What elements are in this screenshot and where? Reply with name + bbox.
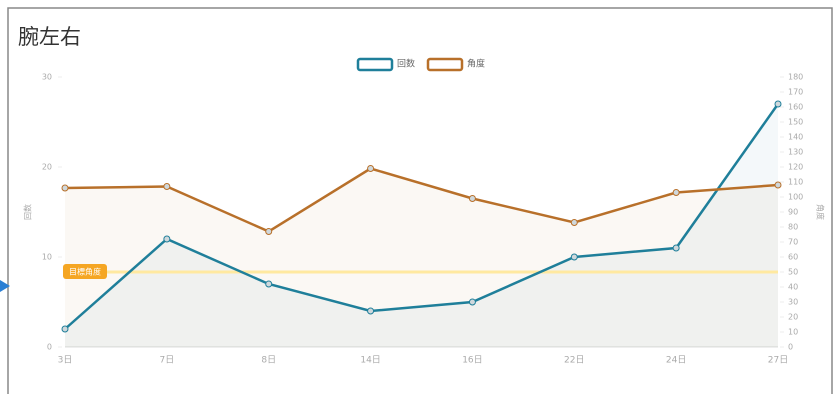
point [367,307,375,315]
point [265,228,273,235]
y-tick-label: 0 [47,343,52,352]
y2-tick-label: 50 [788,268,798,277]
y2-tick-label: 150 [788,118,803,127]
y2-tick-label: 160 [788,103,803,112]
x-tick-label: 27日 [768,355,788,366]
y-axis-label: 回数 [23,204,33,220]
y2-tick-label: 100 [788,193,803,202]
point [774,100,782,108]
point [672,244,680,252]
point [468,298,476,306]
area [65,168,778,347]
legend-swatch [426,57,464,72]
point [61,184,69,192]
point [163,183,171,190]
target-badge [63,264,107,279]
y2-axis-label: 角度 [816,204,826,220]
y2-tick-label: 60 [788,253,798,262]
y-tick-label: 20 [42,163,52,172]
target-label: 目標角度 [69,267,101,277]
point [163,235,171,243]
x-tick-label: 8日 [261,355,276,366]
y2-tick-label: 180 [788,73,803,82]
legend-label: 回数 [397,58,415,70]
legend-label: 角度 [467,58,485,70]
series-line [64,167,779,233]
y2-tick-label: 0 [788,343,793,352]
y2-tick-label: 90 [788,208,798,217]
y2-tick-label: 10 [788,328,798,337]
point [774,181,782,189]
y2-tick-label: 170 [788,88,803,97]
y2-tick-label: 110 [788,178,803,187]
point [367,165,375,172]
y2-tick-label: 20 [788,313,798,322]
y2-tick-label: 80 [788,223,798,232]
chart-title: 腕左右 [18,25,81,49]
area [65,104,778,347]
series-line [64,103,780,330]
x-tick-label: 16日 [462,355,482,366]
y2-tick-label: 140 [788,133,803,142]
point [61,325,69,333]
frame [7,7,833,398]
point [265,280,273,288]
y2-tick-label: 70 [788,238,798,247]
y2-tick-label: 30 [788,298,798,307]
y-tick-label: 10 [42,253,52,262]
y-tick-label: 30 [42,73,52,82]
x-tick-label: 22日 [564,355,584,366]
y2-tick-label: 120 [788,163,803,172]
y2-tick-label: 40 [788,283,798,292]
point [672,189,680,196]
x-tick-label: 7日 [159,355,174,366]
x-tick-label: 3日 [58,355,73,366]
pointer-arrow [0,280,10,292]
point [468,195,476,202]
x-tick-label: 24日 [666,355,686,366]
legend-swatch [356,57,394,72]
y2-tick-label: 130 [788,148,803,157]
x-tick-label: 14日 [360,355,380,366]
point [570,253,578,261]
point [570,219,578,226]
